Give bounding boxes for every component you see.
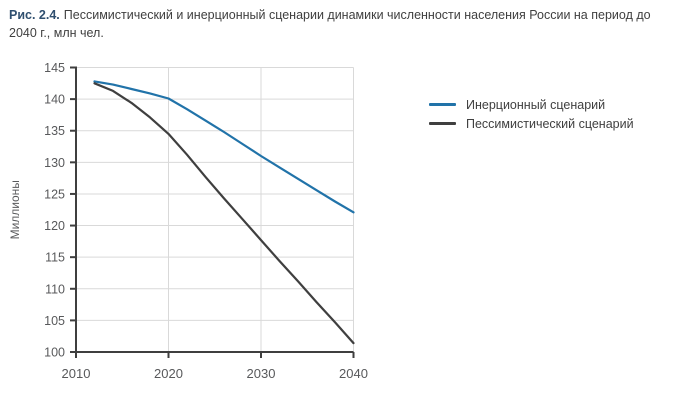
chart-legend: Инерционный сценарий Пессимистический сц… [429,95,634,133]
legend-item-pessimistic: Пессимистический сценарий [429,114,634,133]
x-tick-label: 2010 [62,366,91,381]
y-axis-title: Миллионы [8,180,22,239]
y-tick-label: 110 [45,282,65,296]
population-line-chart: 100 105 110 115 120 125 130 135 140 145 2010 2020 20… [8,61,368,381]
figure-caption: Рис. 2.4. Пессимистический и инерционный … [0,0,685,42]
legend-item-inertial: Инерционный сценарий [429,95,634,114]
y-tick-label: 105 [44,314,65,328]
figure-label: Рис. 2.4. [9,8,60,22]
y-tick-label: 120 [44,219,65,233]
y-tick-label: 115 [45,251,65,265]
y-tick-label: 130 [44,156,65,170]
x-tick-label: 2030 [247,366,276,381]
y-tick-label: 135 [44,124,65,138]
figure: Рис. 2.4. Пессимистический и инерционный … [0,0,685,381]
y-tick-label: 100 [44,346,65,360]
legend-label-pessimistic: Пессимистический сценарий [466,116,634,131]
figure-caption-text: Пессимистический и инерционный сценарии … [9,8,651,40]
y-tick-label: 125 [44,187,65,201]
x-tick-label: 2040 [339,366,368,381]
chart-area: 100 105 110 115 120 125 130 135 140 145 2010 2020 20… [0,48,685,412]
pessimistic-line-swatch [429,122,456,125]
series-line-1 [93,82,355,345]
series-line-0 [93,80,355,214]
inertial-line-swatch [429,103,456,106]
legend-label-inertial: Инерционный сценарий [466,97,606,112]
x-tick-label: 2020 [154,366,183,381]
y-tick-label: 140 [44,93,65,107]
y-tick-label: 145 [44,61,65,75]
